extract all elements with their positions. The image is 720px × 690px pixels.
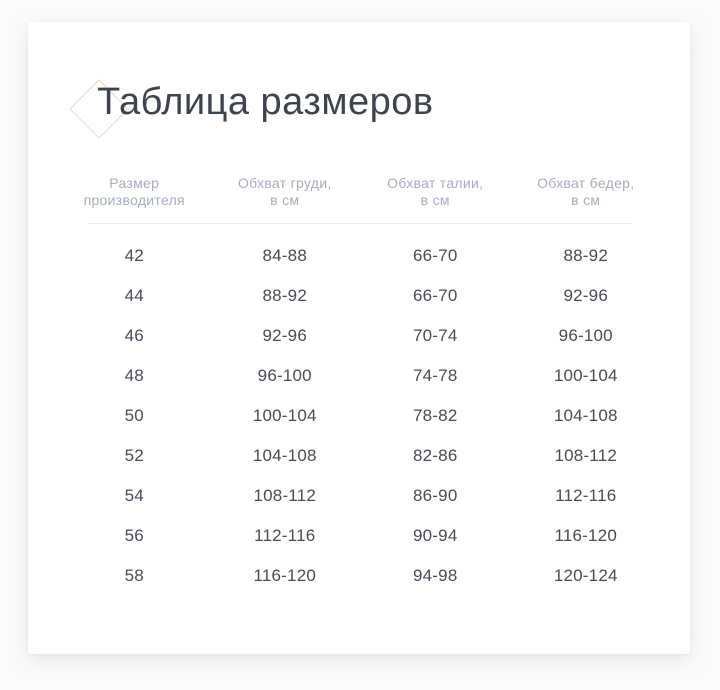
table-cell: 70-74 <box>413 326 458 345</box>
header-divider <box>89 223 631 224</box>
table-cell: 56 <box>124 526 144 545</box>
column-header-line2: в см <box>420 192 450 208</box>
column-header-line1: Обхват талии, <box>387 175 484 191</box>
table-cell: 58 <box>124 566 144 585</box>
table-row: 48 96-100 74-78 100-104 <box>59 356 661 396</box>
table-cell: 100-104 <box>252 406 317 425</box>
table-cell: 48 <box>124 366 144 385</box>
table-cell: 78-82 <box>413 406 458 425</box>
column-header-line1: Обхват бедер, <box>537 175 635 191</box>
table-cell: 52 <box>124 446 144 465</box>
table-cell: 66-70 <box>413 246 458 265</box>
table-cell: 90-94 <box>413 526 458 545</box>
column-header-line1: Размер <box>109 175 160 191</box>
column-header-line1: Обхват груди, <box>237 175 332 191</box>
table-cell: 112-116 <box>555 486 617 505</box>
table-cell: 74-78 <box>413 366 458 385</box>
table-cell: 96-100 <box>257 366 312 385</box>
column-header: Обхват бедер, в см <box>511 175 662 209</box>
table-cell: 54 <box>124 486 144 505</box>
column-header-line2: в см <box>571 192 601 208</box>
table-cell: 44 <box>124 286 144 305</box>
table-body: 42 84-88 66-70 88-92 44 88-92 66-70 92-96 46 92-9… <box>59 224 661 596</box>
size-table-card: Таблица размеров Размер производителя Об… <box>28 22 690 654</box>
column-header: Размер производителя <box>59 175 210 209</box>
table-cell: 112-116 <box>254 526 316 545</box>
table-cell: 46 <box>124 326 144 345</box>
table-row: 42 84-88 66-70 88-92 <box>59 236 661 276</box>
size-table: Размер производителя Обхват груди, в см … <box>59 175 661 596</box>
table-cell: 108-112 <box>554 446 618 465</box>
table-cell: 84-88 <box>262 246 307 265</box>
table-cell: 104-108 <box>553 406 618 425</box>
table-row: 46 92-96 70-74 96-100 <box>59 316 661 356</box>
table-row: 58 116-120 94-98 120-124 <box>59 556 661 596</box>
table-cell: 66-70 <box>413 286 458 305</box>
table-row: 54 108-112 86-90 112-116 <box>59 476 661 516</box>
table-cell: 116-120 <box>253 566 317 585</box>
table-cell: 96-100 <box>558 326 613 345</box>
table-header-row: Размер производителя Обхват груди, в см … <box>59 175 661 209</box>
page-title: Таблица размеров <box>97 81 434 123</box>
table-cell: 92-96 <box>563 286 608 305</box>
table-cell: 104-108 <box>252 446 317 465</box>
table-cell: 42 <box>124 246 144 265</box>
table-cell: 100-104 <box>553 366 618 385</box>
table-row: 56 112-116 90-94 116-120 <box>59 516 661 556</box>
table-row: 52 104-108 82-86 108-112 <box>59 436 661 476</box>
table-cell: 94-98 <box>413 566 458 585</box>
table-cell: 120-124 <box>553 566 618 585</box>
table-cell: 50 <box>124 406 144 425</box>
column-header: Обхват талии, в см <box>360 175 511 209</box>
table-cell: 86-90 <box>413 486 458 505</box>
table-cell: 108-112 <box>253 486 317 505</box>
table-cell: 88-92 <box>563 246 608 265</box>
table-row: 44 88-92 66-70 92-96 <box>59 276 661 316</box>
column-header-line2: в см <box>270 192 300 208</box>
column-header: Обхват груди, в см <box>210 175 361 209</box>
table-cell: 88-92 <box>262 286 307 305</box>
table-row: 50 100-104 78-82 104-108 <box>59 396 661 436</box>
column-header-line2: производителя <box>83 192 185 208</box>
table-cell: 92-96 <box>262 326 307 345</box>
table-cell: 116-120 <box>554 526 618 545</box>
table-cell: 82-86 <box>413 446 458 465</box>
